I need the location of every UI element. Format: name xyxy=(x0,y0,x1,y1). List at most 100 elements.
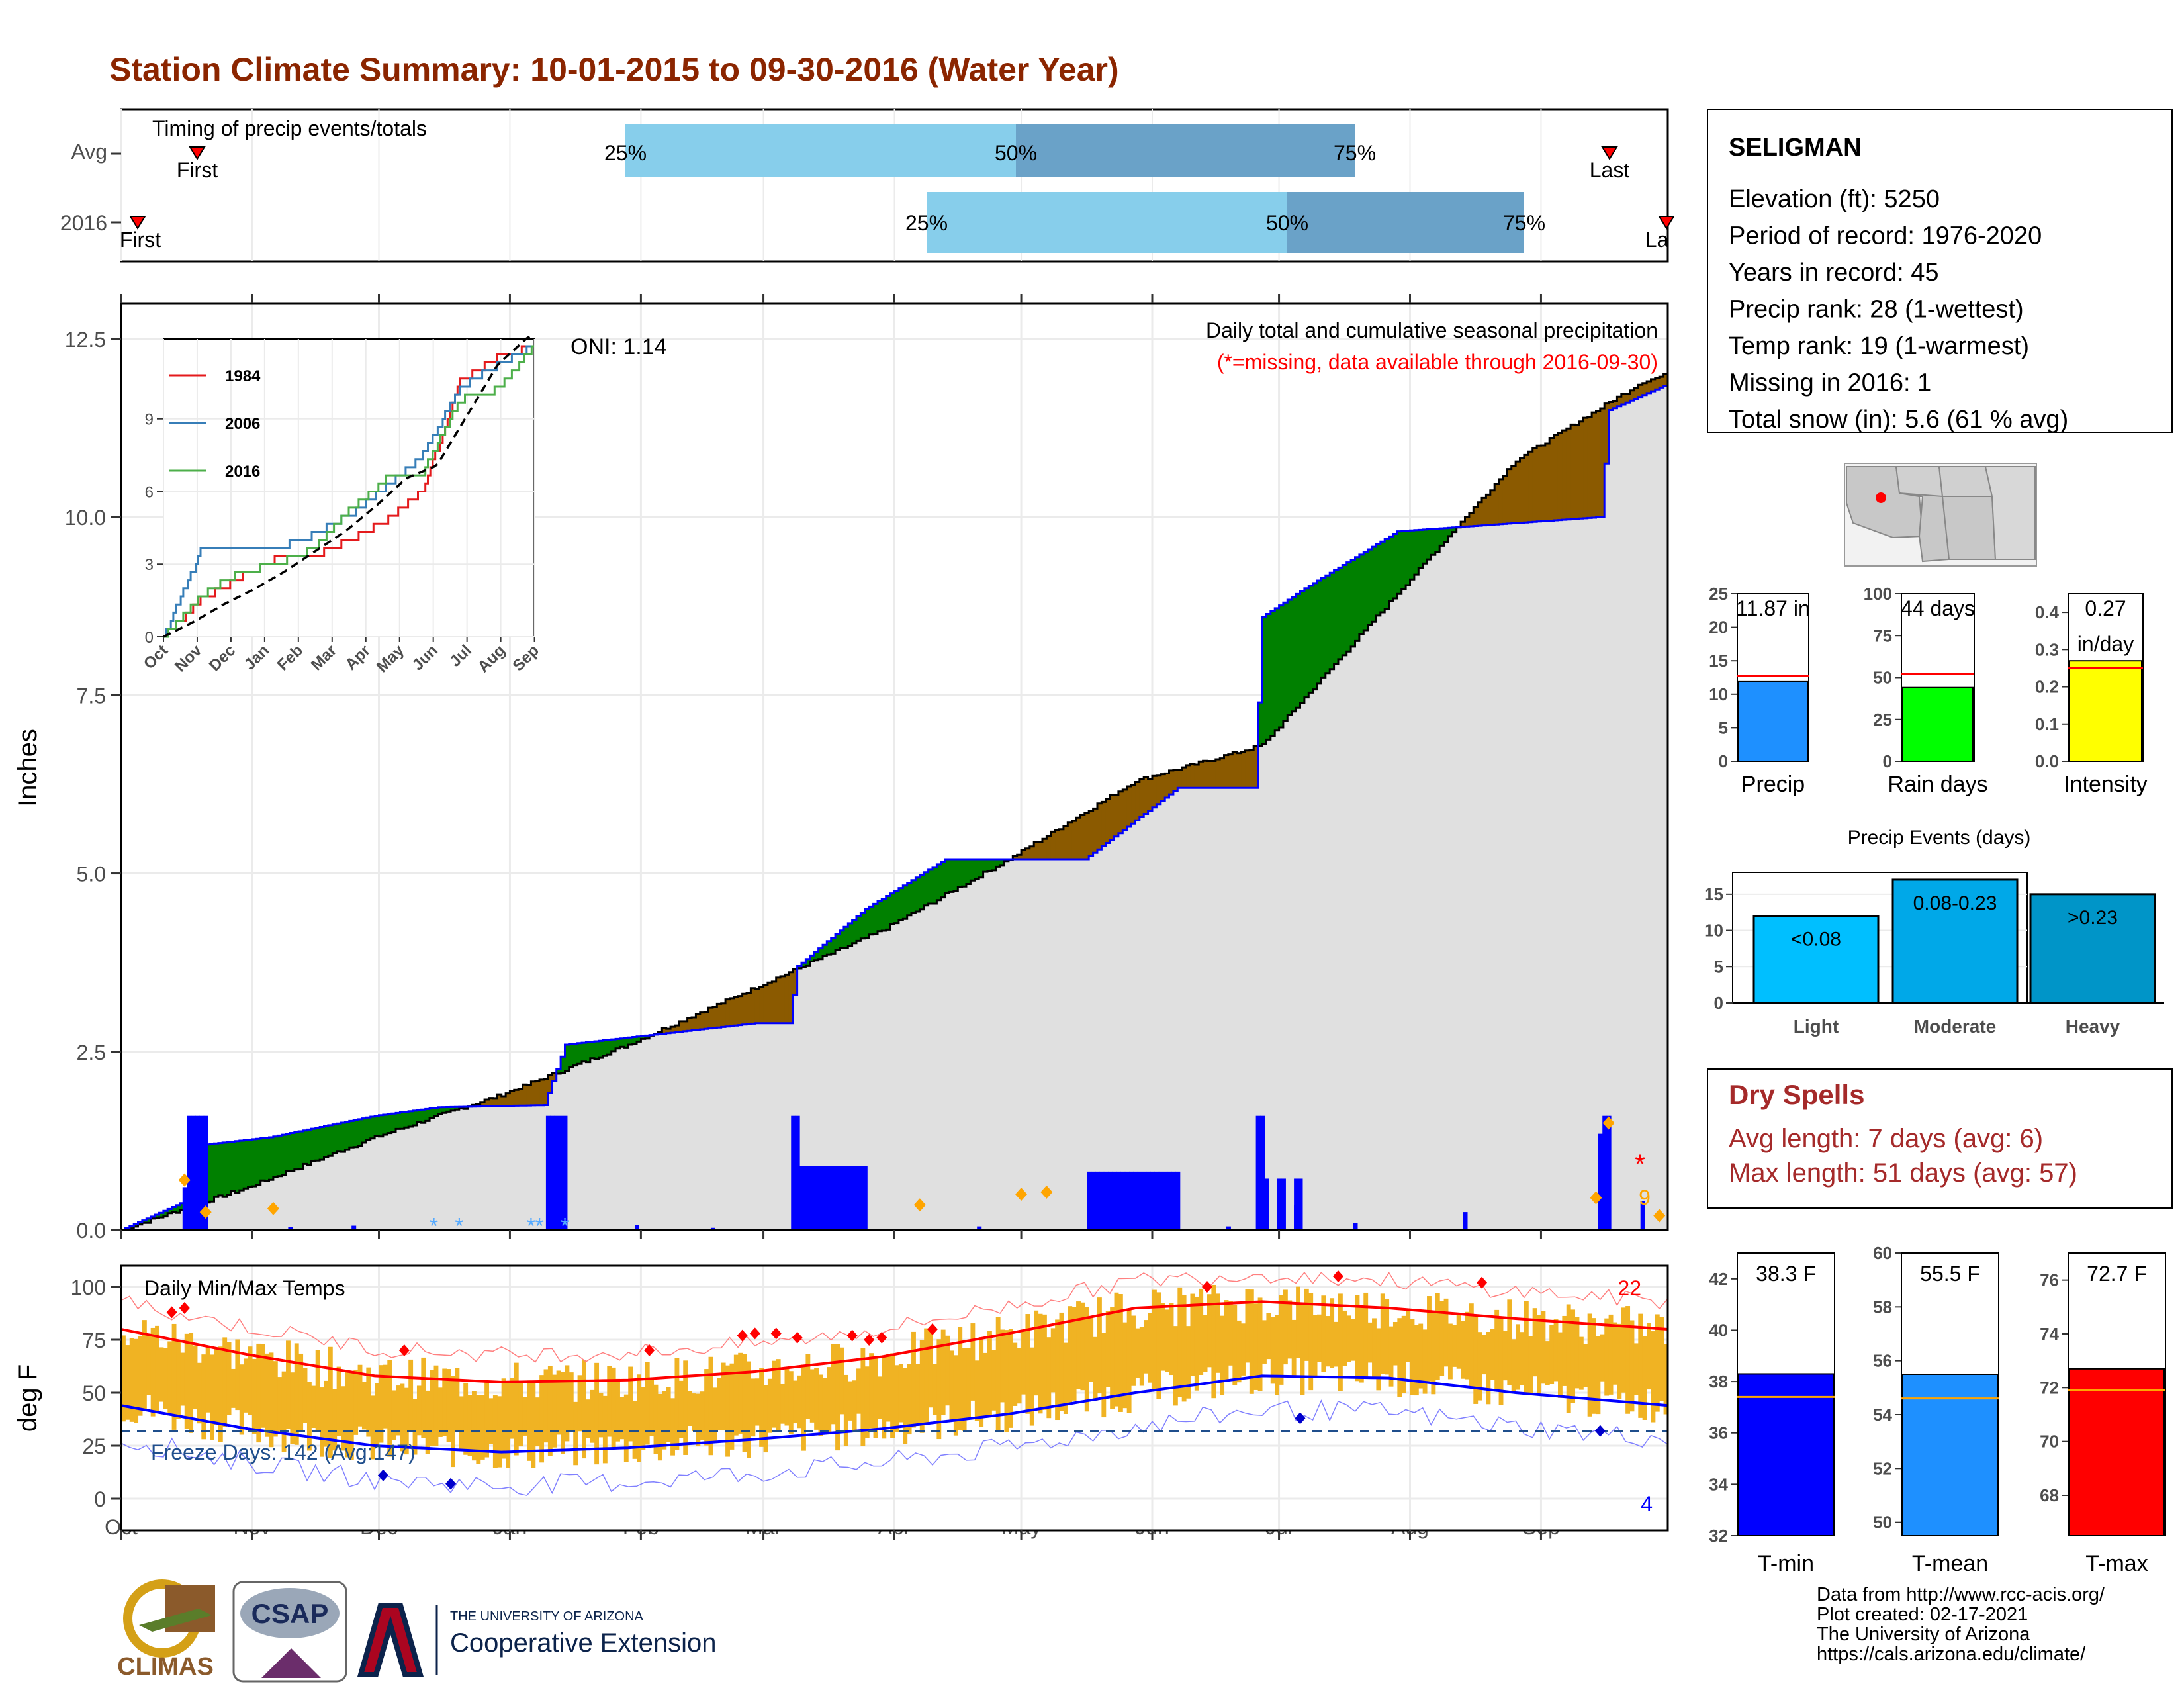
daily-temp-bar xyxy=(1401,1315,1406,1393)
surplus-segment xyxy=(966,859,972,884)
deficit-segment xyxy=(1549,438,1555,521)
surplus-segment xyxy=(809,955,815,962)
station-info-line: Elevation (ft): 5250 xyxy=(1729,185,1940,213)
daily-temp-bar xyxy=(328,1346,333,1458)
daily-temp-bar xyxy=(1422,1329,1428,1394)
daily-temp-bar xyxy=(1232,1304,1238,1385)
daily-temp-bar xyxy=(1376,1328,1381,1391)
record-high-marker xyxy=(1477,1276,1488,1289)
daily-temp-bar xyxy=(416,1385,422,1436)
deficit-segment xyxy=(754,989,760,1023)
daily-temp-bar xyxy=(1617,1323,1622,1399)
deficit-segment xyxy=(738,996,743,1025)
daily-precip-bar xyxy=(1120,1171,1126,1230)
deficit-segment xyxy=(1118,791,1123,833)
deficit-segment xyxy=(1097,803,1102,850)
deficit-segment xyxy=(1524,455,1529,523)
daily-temp-bar xyxy=(801,1364,806,1451)
mini-bar-ytick: 15 xyxy=(1709,651,1728,671)
daily-temp-bar xyxy=(995,1317,1001,1431)
daily-temp-bar xyxy=(949,1350,954,1421)
timing-2016-q25-q50 xyxy=(927,192,1287,253)
daily-temp-bar xyxy=(430,1370,435,1446)
surplus-segment xyxy=(970,859,976,881)
deficit-segment xyxy=(1587,417,1592,518)
daily-temp-bar xyxy=(1625,1306,1631,1414)
surplus-segment xyxy=(1392,534,1398,598)
surplus-segment xyxy=(155,1215,160,1219)
deficit-segment xyxy=(1068,822,1073,859)
record-high-marker xyxy=(792,1331,803,1344)
deficit-segment xyxy=(501,1096,506,1106)
temp-bar-ytick: 34 xyxy=(1709,1474,1728,1494)
record-high-marker xyxy=(1332,1270,1343,1282)
deficit-segment xyxy=(1029,846,1034,859)
deficit-segment xyxy=(662,1028,667,1034)
daily-temp-bar xyxy=(277,1377,283,1432)
surplus-segment xyxy=(573,1043,578,1066)
deficit-segment xyxy=(674,1025,680,1033)
daily-temp-bar xyxy=(1165,1309,1170,1372)
surplus-segment xyxy=(387,1114,392,1133)
daily-temp-bar xyxy=(873,1358,878,1438)
daily-temp-bar xyxy=(1410,1319,1415,1395)
daily-precip-bar xyxy=(1137,1171,1142,1230)
daily-temp-bar xyxy=(1017,1348,1022,1404)
daily-temp-bar xyxy=(696,1393,701,1447)
daily-precip-bar xyxy=(1353,1223,1358,1230)
mini-bar-ytick: 5 xyxy=(1719,718,1728,737)
daily-temp-bar xyxy=(670,1398,675,1456)
deficit-segment xyxy=(1490,490,1495,525)
deficit-segment xyxy=(1532,447,1537,522)
timing-2016-first-label: First xyxy=(120,228,161,252)
deficit-segment xyxy=(1659,377,1664,388)
surplus-segment xyxy=(315,1127,320,1161)
daily-temp-bar xyxy=(966,1348,971,1419)
daily-temp-bar xyxy=(1207,1294,1212,1368)
daily-temp-bar xyxy=(1156,1292,1161,1400)
daily-temp-bar xyxy=(345,1372,350,1458)
surplus-segment xyxy=(1308,585,1314,693)
daily-temp-bar xyxy=(1160,1303,1165,1371)
mini-bar-ytick: 50 xyxy=(1873,668,1892,688)
daily-temp-bar xyxy=(281,1371,287,1452)
surplus-segment xyxy=(370,1116,375,1139)
daily-temp-bar xyxy=(506,1382,510,1468)
deficit-segment xyxy=(1232,751,1238,788)
daily-precip-bar xyxy=(816,1166,821,1230)
surplus-segment xyxy=(1447,528,1453,536)
daily-temp-bar xyxy=(1220,1315,1225,1395)
daily-temp-bar xyxy=(155,1325,159,1413)
surplus-segment xyxy=(379,1115,384,1137)
surplus-segment xyxy=(1266,614,1271,740)
daily-temp-bar xyxy=(1025,1314,1030,1414)
deficit-segment xyxy=(531,1081,536,1105)
daily-temp-bar xyxy=(1469,1303,1474,1389)
deficit-segment xyxy=(657,1031,662,1035)
record-high-marker xyxy=(770,1327,782,1340)
deficit-segment xyxy=(1144,777,1149,814)
surplus-segment xyxy=(1406,530,1411,586)
daily-temp-bar xyxy=(1507,1299,1512,1385)
daily-temp-bar xyxy=(539,1375,545,1463)
surplus-segment xyxy=(873,904,878,934)
temp-bar-value-label: 72.7 F xyxy=(2087,1262,2147,1286)
daily-temp-bar xyxy=(552,1374,557,1448)
daily-temp-bar xyxy=(311,1385,316,1429)
surplus-segment xyxy=(890,893,895,924)
station-info-line: Period of record: 1976-2020 xyxy=(1729,222,2042,250)
surplus-segment xyxy=(561,1056,566,1073)
daily-temp-bar xyxy=(979,1336,984,1427)
daily-temp-bar xyxy=(1118,1294,1123,1412)
deficit-segment xyxy=(1169,770,1174,795)
daily-temp-bar xyxy=(1257,1297,1263,1391)
daily-temp-bar xyxy=(476,1395,481,1464)
daily-temp-bar xyxy=(759,1368,764,1447)
daily-temp-bar xyxy=(898,1364,903,1423)
freeze-days-label: Freeze Days: 142 (Avg:147) xyxy=(151,1440,416,1464)
surplus-segment xyxy=(176,1205,181,1213)
temp-bar-ytick: 32 xyxy=(1709,1526,1728,1546)
daily-temp-bar xyxy=(1418,1323,1424,1389)
deficit-segment xyxy=(1165,773,1170,798)
daily-temp-bar xyxy=(1427,1296,1432,1382)
